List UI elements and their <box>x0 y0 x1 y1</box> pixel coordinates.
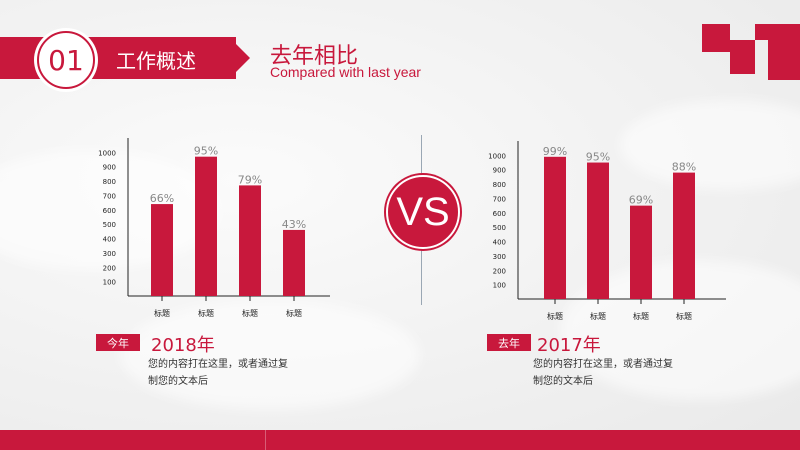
data-label: 69% <box>629 194 653 207</box>
page-title: 去年相比 <box>270 44 359 69</box>
tag-this-year: 今年 <box>96 334 140 351</box>
x-tick-label: 标题 <box>242 308 258 318</box>
y-tick-label: 800 <box>493 181 506 189</box>
year-2017: 2017年 <box>537 335 601 356</box>
data-label: 95% <box>586 151 610 164</box>
background-cloud <box>620 100 800 190</box>
data-label: 99% <box>543 145 567 158</box>
background-cloud <box>120 300 420 410</box>
data-label: 66% <box>150 192 174 205</box>
y-tick-label: 500 <box>493 224 506 232</box>
x-tick-label: 标题 <box>547 311 563 321</box>
description-line: 您的内容打在这里，或者通过复 <box>533 359 673 370</box>
y-tick-label: 600 <box>103 207 116 215</box>
bar <box>673 172 695 299</box>
y-tick-label: 600 <box>493 210 506 218</box>
data-label: 43% <box>282 218 306 231</box>
section-title: 工作概述 <box>116 49 196 73</box>
x-tick-label: 标题 <box>286 308 302 318</box>
bar <box>630 205 652 299</box>
data-label: 95% <box>194 145 218 158</box>
page-subtitle: Compared with last year <box>270 64 421 80</box>
year-2018: 2018年 <box>151 335 215 356</box>
description-2018: 您的内容打在这里，或者通过复 制您的文本后 <box>148 356 318 390</box>
y-tick-label: 1000 <box>98 149 116 157</box>
bar <box>151 204 173 296</box>
y-tick-label: 200 <box>493 267 506 275</box>
description-line: 制您的文本后 <box>148 376 208 387</box>
divider-line-bottom <box>421 247 422 305</box>
chart-2018: 100 200 300 400 500 600 700 800 900 1000 66% 标题 95% 标… <box>98 138 330 318</box>
vs-badge: VS <box>386 175 460 249</box>
y-tick-label: 700 <box>103 192 116 200</box>
y-tick-label: 800 <box>103 178 116 186</box>
description-line: 您的内容打在这里，或者通过复 <box>148 359 288 370</box>
footer-bar <box>0 430 800 450</box>
x-tick-label: 标题 <box>198 308 214 318</box>
y-tick-label: 300 <box>103 250 116 258</box>
section-number: 01 <box>48 43 84 77</box>
y-tick-label: 900 <box>493 167 506 175</box>
y-tick-label: 700 <box>493 195 506 203</box>
data-label: 79% <box>238 173 262 186</box>
y-tick-label: 100 <box>493 282 506 290</box>
x-tick-label: 标题 <box>590 311 606 321</box>
x-tick-label: 标题 <box>676 311 692 321</box>
data-label: 88% <box>672 161 696 174</box>
y-tick-label: 200 <box>103 264 116 272</box>
decorative-block <box>730 40 755 74</box>
section-number-badge: 01 <box>37 31 95 89</box>
y-tick-label: 500 <box>103 221 116 229</box>
bar <box>544 156 566 299</box>
y-tick-label: 400 <box>103 236 116 244</box>
bar <box>587 162 609 299</box>
description-line: 制您的文本后 <box>533 376 593 387</box>
header-banner-arrow <box>236 44 250 72</box>
decorative-block <box>768 40 800 80</box>
y-tick-label: 400 <box>493 239 506 247</box>
bar <box>195 156 217 296</box>
y-tick-label: 300 <box>493 253 506 261</box>
vs-label: VS <box>396 189 450 234</box>
bar <box>283 229 305 296</box>
bar <box>239 185 261 296</box>
chart-2017: 100 200 300 400 500 600 700 800 900 1000 99% 标题 95% 标… <box>488 141 726 321</box>
x-tick-label: 标题 <box>633 311 649 321</box>
decorative-block <box>755 24 800 40</box>
y-tick-label: 900 <box>103 164 116 172</box>
background-cloud <box>0 150 220 270</box>
tag-last-year: 去年 <box>487 334 531 351</box>
y-tick-label: 1000 <box>488 152 506 160</box>
description-2017: 您的内容打在这里，或者通过复 制您的文本后 <box>533 356 703 390</box>
footer-divider <box>265 430 266 450</box>
x-tick-label: 标题 <box>154 308 170 318</box>
decorative-block <box>702 24 730 52</box>
y-tick-label: 100 <box>103 279 116 287</box>
divider-line-top <box>421 135 422 175</box>
